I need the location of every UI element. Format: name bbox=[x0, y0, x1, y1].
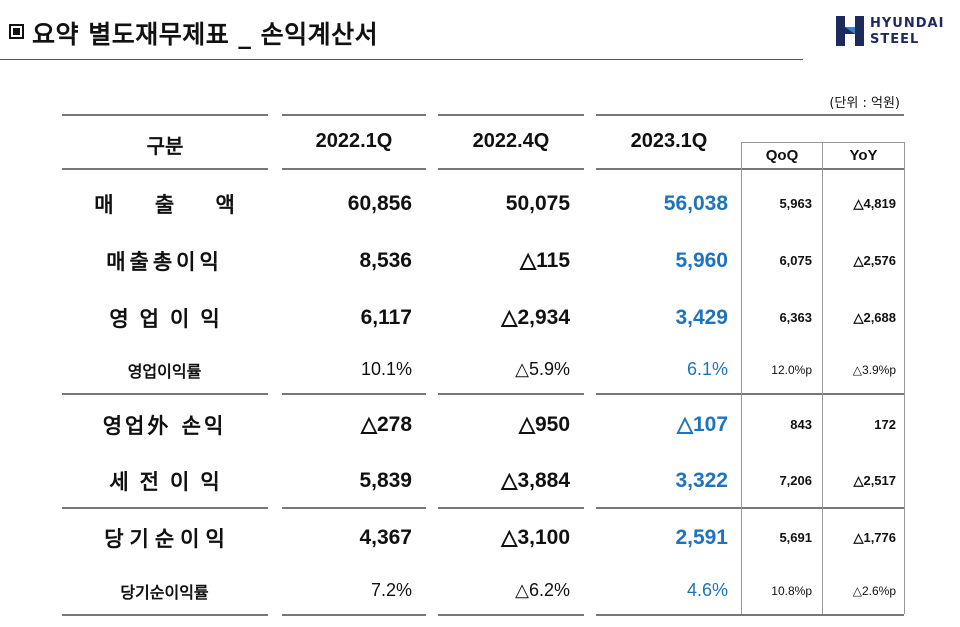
qoq-yoy-top-rule bbox=[742, 142, 904, 143]
table-top-rule bbox=[282, 114, 426, 116]
table-top-rule bbox=[596, 114, 904, 116]
qoq-yoy-separator bbox=[822, 142, 823, 614]
table-bottom-rule bbox=[596, 614, 904, 616]
row-label: 매 출 액 bbox=[94, 192, 252, 217]
table-row-net-margin: 당기순이익률 7.2% △6.2% 4.6% 10.8%p △2.6%p bbox=[0, 562, 960, 616]
group-divider bbox=[438, 393, 584, 395]
cell-qoq: 7,206 bbox=[779, 473, 812, 488]
cell-yoy: △2,517 bbox=[853, 472, 896, 488]
group-divider bbox=[282, 393, 426, 395]
logo-text-hyundai: HYUNDAI bbox=[870, 16, 945, 31]
unit-label: (단위 : 억원) bbox=[829, 96, 900, 111]
cell-yoy: △2,576 bbox=[853, 252, 896, 268]
group-divider bbox=[62, 393, 268, 395]
group-divider bbox=[62, 507, 268, 509]
cell-2023-1q: △107 bbox=[676, 413, 728, 436]
cell-2022-4q: △3,884 bbox=[501, 469, 570, 492]
row-label: 영업外 손익 bbox=[102, 413, 227, 438]
cell-2022-1q: 5,839 bbox=[359, 468, 412, 492]
table-bottom-rule bbox=[62, 614, 268, 616]
col-header-category: 구분 bbox=[146, 136, 184, 158]
cell-2022-4q: △2,934 bbox=[501, 306, 570, 329]
group-divider bbox=[282, 507, 426, 509]
table-bottom-rule bbox=[438, 614, 584, 616]
cell-qoq: 6,363 bbox=[779, 310, 812, 325]
cell-2022-4q: △5.9% bbox=[515, 359, 570, 379]
row-label: 영업이익률 bbox=[127, 361, 202, 381]
col-header-2023-1q: 2023.1Q bbox=[630, 130, 708, 152]
table-row-sales: 매 출 액 60,856 50,075 56,038 5,963 △4,819 bbox=[0, 175, 960, 232]
cell-2022-4q: △3,100 bbox=[501, 526, 570, 549]
header-bottom-rule bbox=[438, 168, 584, 170]
cell-yoy: △3.9%p bbox=[852, 362, 896, 377]
table-top-rule bbox=[62, 114, 268, 116]
group-divider bbox=[596, 393, 904, 395]
cell-2023-1q: 5,960 bbox=[675, 248, 728, 272]
group-divider bbox=[596, 507, 904, 509]
table-row-non-operating: 영업外 손익 △278 △950 △107 843 172 bbox=[0, 396, 960, 453]
cell-yoy: △4,819 bbox=[853, 195, 896, 211]
cell-2023-1q: 56,038 bbox=[663, 191, 728, 215]
cell-2022-1q: 7.2% bbox=[370, 580, 412, 600]
cell-2023-1q: 3,322 bbox=[675, 468, 728, 492]
cell-qoq: 5,963 bbox=[779, 196, 812, 211]
yoy-right-border bbox=[904, 142, 905, 614]
cell-qoq: 843 bbox=[790, 417, 812, 432]
title-square-icon bbox=[9, 24, 24, 39]
table-row-operating-profit: 영업이익 6,117 △2,934 3,429 6,363 △2,688 bbox=[0, 289, 960, 346]
row-label: 영업이익 bbox=[109, 306, 231, 331]
header-bottom-rule bbox=[282, 168, 426, 170]
cell-qoq: 12.0%p bbox=[771, 362, 812, 377]
cell-qoq: 6,075 bbox=[779, 253, 812, 268]
group-divider bbox=[438, 507, 584, 509]
cell-2023-1q: 3,429 bbox=[675, 305, 728, 329]
col-header-2022-4q: 2022.4Q bbox=[472, 130, 550, 152]
cell-yoy: △1,776 bbox=[853, 529, 896, 545]
col-header-yoy: YoY bbox=[849, 147, 878, 164]
cell-2022-4q: △6.2% bbox=[515, 580, 570, 600]
hyundai-steel-logo-icon bbox=[836, 16, 864, 46]
page-title: 요약 별도재무제표 _ 손익계산서 bbox=[32, 20, 379, 49]
table-top-rule bbox=[438, 114, 584, 116]
cell-2022-1q: 4,367 bbox=[359, 525, 412, 549]
cell-yoy: △2,688 bbox=[853, 309, 896, 325]
col-header-qoq: QoQ bbox=[765, 147, 799, 164]
cell-2022-1q: 60,856 bbox=[347, 191, 412, 215]
cell-yoy: 172 bbox=[874, 417, 896, 432]
cell-qoq: 5,691 bbox=[779, 530, 812, 545]
table-row-gross-profit: 매출총이익 8,536 △115 5,960 6,075 △2,576 bbox=[0, 232, 960, 289]
header-bottom-rule bbox=[596, 168, 904, 170]
row-label: 세전이익 bbox=[109, 469, 231, 494]
cell-2022-4q: △115 bbox=[519, 249, 570, 272]
cell-2022-4q: 50,075 bbox=[505, 191, 570, 215]
cell-2022-1q: △278 bbox=[360, 413, 412, 436]
qoq-left-border bbox=[741, 142, 742, 614]
cell-2022-1q: 10.1% bbox=[360, 359, 412, 379]
table-bottom-rule bbox=[282, 614, 426, 616]
row-label: 당기순이익률 bbox=[120, 582, 209, 602]
title-divider bbox=[0, 59, 803, 60]
cell-qoq: 10.8%p bbox=[771, 583, 812, 598]
cell-2022-4q: △950 bbox=[518, 413, 570, 436]
row-label: 매출총이익 bbox=[106, 249, 223, 274]
row-label: 당기순이익 bbox=[104, 526, 231, 551]
cell-2023-1q: 2,591 bbox=[675, 525, 728, 549]
cell-2022-1q: 6,117 bbox=[360, 305, 412, 329]
header-bottom-rule bbox=[62, 168, 268, 170]
col-header-2022-1q: 2022.1Q bbox=[315, 130, 393, 152]
cell-yoy: △2.6%p bbox=[852, 583, 896, 598]
hyundai-steel-logo: HYUNDAI STEEL bbox=[834, 14, 952, 50]
table-row-operating-margin: 영업이익률 10.1% △5.9% 6.1% 12.0%p △3.9%p bbox=[0, 341, 960, 396]
table-row-pretax-profit: 세전이익 5,839 △3,884 3,322 7,206 △2,517 bbox=[0, 452, 960, 509]
cell-2022-1q: 8,536 bbox=[359, 248, 412, 272]
table-row-net-income: 당기순이익 4,367 △3,100 2,591 5,691 △1,776 bbox=[0, 509, 960, 566]
logo-text-steel: STEEL bbox=[870, 32, 920, 47]
cell-2023-1q: 6.1% bbox=[686, 359, 728, 379]
cell-2023-1q: 4.6% bbox=[686, 580, 728, 600]
